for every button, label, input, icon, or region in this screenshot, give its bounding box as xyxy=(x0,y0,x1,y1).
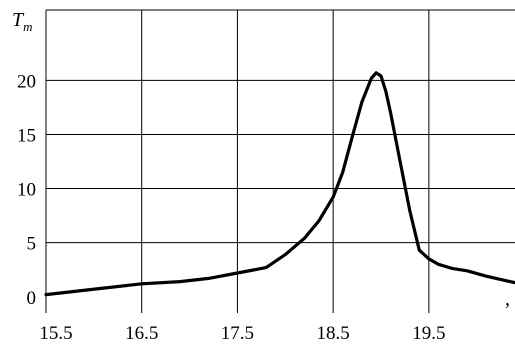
y-axis-label: Tm xyxy=(12,9,33,34)
y-tick-labels: 0 5 10 15 20 xyxy=(17,71,36,308)
grid xyxy=(46,10,515,313)
x-tick-label: 19.5 xyxy=(412,323,445,344)
plot-frame xyxy=(45,9,515,313)
y-tick-label: 5 xyxy=(27,234,37,255)
series-line xyxy=(44,71,515,297)
y-tick-label: 0 xyxy=(27,288,37,309)
series-group xyxy=(44,71,515,297)
y-tick-label: 15 xyxy=(17,125,36,146)
x-tick-label: 18.5 xyxy=(317,323,350,344)
x-tick-labels: 15.5 16.5 17.5 18.5 19.5 xyxy=(39,323,445,344)
y-tick-label: 20 xyxy=(17,71,36,92)
x-tick-label: 15.5 xyxy=(39,323,72,344)
y-tick-label: 10 xyxy=(17,180,36,201)
x-tick-label: 16.5 xyxy=(125,323,158,344)
x-axis-label: , xyxy=(505,288,510,310)
x-tick-label: 17.5 xyxy=(221,323,254,344)
